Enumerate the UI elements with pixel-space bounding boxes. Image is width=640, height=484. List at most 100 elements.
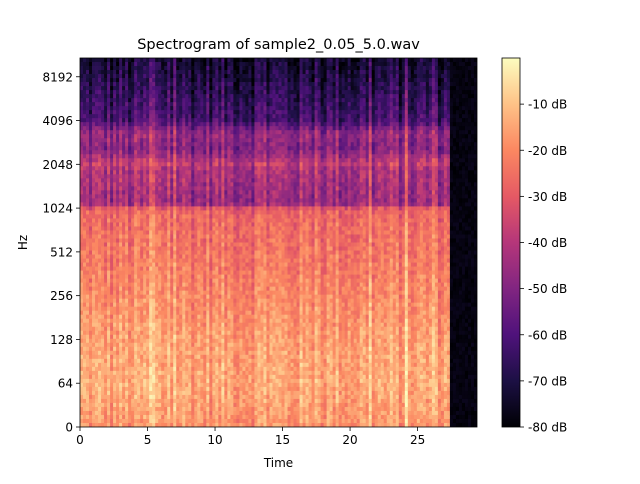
spectrogram-cell [215,214,219,219]
spectrogram-cell [164,246,168,251]
spectrogram-cell [131,402,135,408]
spectrogram-cell [122,114,126,119]
spectrogram-cell [146,134,150,139]
spectrogram-cell [125,194,129,199]
spectrogram-cell [200,202,204,207]
spectrogram-cell [146,378,150,384]
spectrogram-cell [182,410,186,416]
spectrogram-cell [101,350,105,356]
spectrogram-cell [179,290,183,296]
spectrogram-cell [212,298,216,304]
spectrogram-cell [233,286,237,292]
spectrogram-cell [197,226,201,231]
spectrogram-cell [161,354,165,360]
spectrogram-cell [128,334,132,340]
spectrogram-cell [89,346,93,352]
spectrogram-cell [152,306,156,312]
spectrogram-cell [116,102,120,107]
spectrogram-cell [215,390,219,396]
spectrogram-cell [116,110,120,115]
spectrogram-cell [236,186,240,191]
spectrogram-cell [218,70,222,75]
spectrogram-cell [230,214,234,219]
spectrogram-cell [134,362,138,368]
spectrogram-cell [197,290,201,296]
spectrogram-cell [191,102,195,107]
spectrogram-cell [104,254,108,259]
spectrogram-cell [158,330,162,336]
spectrogram-cell [143,246,147,251]
spectrogram-cell [188,414,192,420]
spectrogram-cell [137,102,141,107]
spectrogram-cell [146,162,150,167]
spectrogram-cell [146,402,150,408]
spectrogram-cell [86,266,90,271]
spectrogram-cell [206,222,210,227]
spectrogram-cell [149,410,153,416]
spectrogram-cell [182,122,186,127]
spectrogram-cell [188,162,192,167]
spectrogram-cell [146,386,150,392]
spectrogram-cell [212,162,216,167]
spectrogram-cell [185,402,189,408]
spectrogram-cell [215,406,219,412]
spectrogram-cell [173,114,177,119]
spectrogram-cell [221,86,225,91]
spectrogram-cell [188,254,192,259]
spectrogram-cell [113,254,117,259]
spectrogram-cell [116,362,120,368]
spectrogram-cell [218,262,222,267]
spectrogram-cell [92,138,96,143]
spectrogram-cell [203,102,207,107]
spectrogram-cell [98,130,102,135]
spectrogram-cell [134,78,138,83]
spectrogram-cell [146,86,150,91]
spectrogram-cell [149,294,153,300]
spectrogram-cell [86,130,90,135]
spectrogram-cell [116,98,120,103]
spectrogram-cell [122,70,126,75]
spectrogram-cell [158,390,162,396]
spectrogram-cell [104,206,108,211]
spectrogram-cell [89,194,93,199]
spectrogram-cell [167,78,171,83]
spectrogram-cell [158,246,162,251]
spectrogram-cell [149,238,153,243]
spectrogram-cell [227,398,231,404]
spectrogram-cell [215,154,219,159]
spectrogram-cell [206,358,210,364]
spectrogram-cell [134,226,138,231]
spectrogram-cell [152,246,156,251]
spectrogram-cell [101,390,105,396]
spectrogram-cell [131,338,135,344]
spectrogram-cell [128,186,132,191]
spectrogram-cell [182,242,186,247]
spectrogram-cell [158,354,162,360]
spectrogram-cell [200,146,204,151]
spectrogram-cell [146,210,150,215]
spectrogram-cell [86,230,90,235]
spectrogram-cell [146,214,150,219]
spectrogram-cell [224,94,228,99]
spectrogram-cell [143,170,147,175]
spectrogram-cell [110,62,114,67]
spectrogram-cell [221,122,225,127]
spectrogram-cell [194,290,198,296]
spectrogram-cell [149,62,153,67]
spectrogram-cell [164,154,168,159]
spectrogram-cell [167,270,171,275]
spectrogram-cell [107,294,111,300]
spectrogram-cell [95,82,99,87]
spectrogram-cell [110,218,114,223]
spectrogram-cell [92,226,96,231]
spectrogram-cell [167,122,171,127]
spectrogram-cell [227,242,231,247]
spectrogram-cell [95,262,99,267]
spectrogram-cell [137,78,141,83]
spectrogram-cell [140,86,144,91]
spectrogram-cell [224,58,228,63]
spectrogram-cell [89,70,93,75]
spectrogram-cell [107,82,111,87]
spectrogram-cell [230,278,234,284]
spectrogram-cell [212,194,216,199]
